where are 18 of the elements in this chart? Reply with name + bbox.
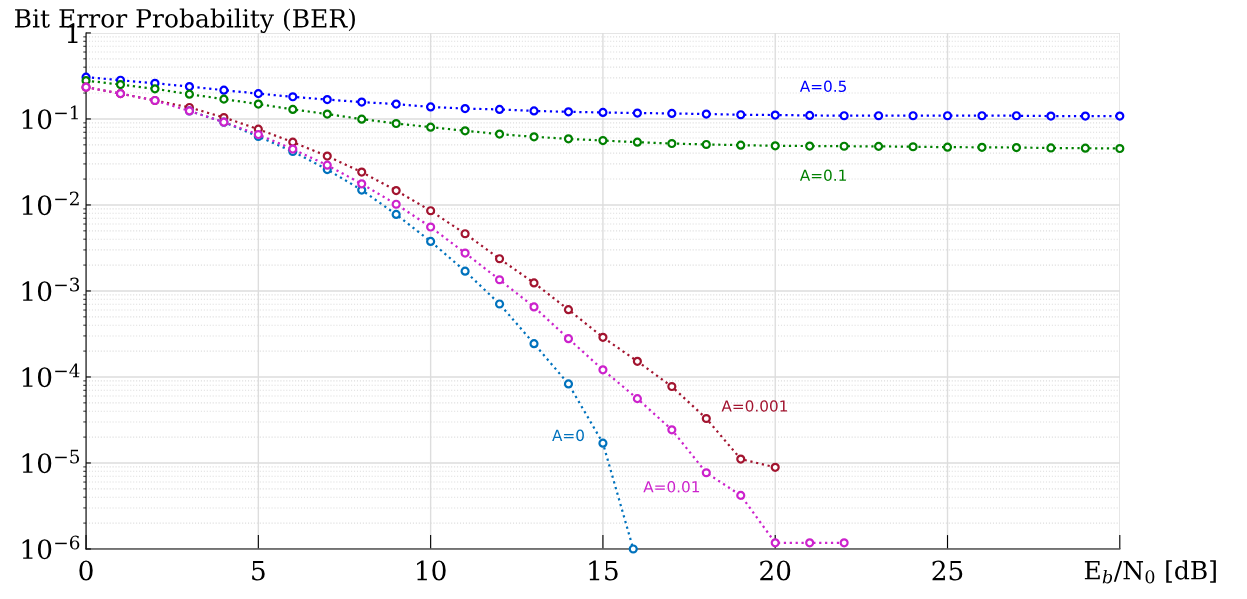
x-tick-label: 25 [932, 560, 963, 581]
y-tick-label: 10$^{−5}$ [22, 449, 80, 474]
y-tick-label: 10$^{−6}$ [22, 535, 80, 560]
x-tick-label: 15 [589, 560, 618, 581]
annotation: A=0 [552, 429, 584, 442]
y-tick-label: 10$^{−1}$ [22, 105, 78, 130]
x-axis-title: E$_{b}$/N$_{0}$ [dB] [1084, 560, 1216, 584]
annotation: A=0.01 [643, 481, 700, 493]
y-tick-label: 10$^{−4}$ [22, 363, 80, 388]
x-tick-label: 5 [252, 560, 265, 581]
annotation: A=0.001 [721, 400, 787, 412]
x-tick-label: 0 [79, 560, 93, 581]
x-tick-label: 10 [417, 560, 446, 581]
y-tick-label: 10$^{−2}$ [22, 191, 79, 216]
annotation: A=0.1 [799, 169, 846, 182]
x-tick-label: 20 [760, 560, 791, 581]
annotation: A=0.5 [799, 80, 847, 93]
y-tick-label: 10$^{−3}$ [22, 277, 80, 302]
